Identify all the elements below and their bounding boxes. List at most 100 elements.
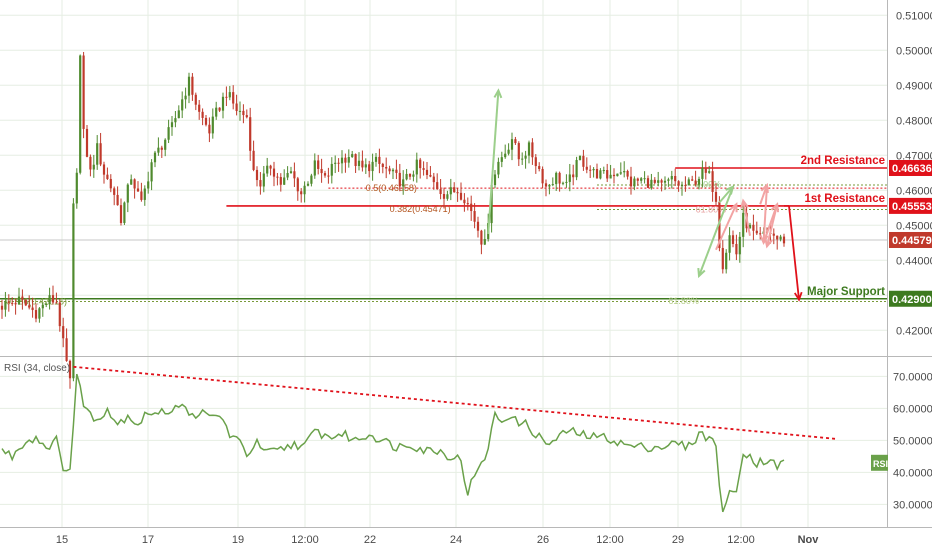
fib-label: 0.00% [696, 179, 722, 189]
candle-body [650, 179, 653, 188]
candle-body [262, 173, 265, 187]
candle-body [626, 171, 629, 177]
candle-body [381, 163, 384, 167]
fib-label: 0.382(0.45471) [390, 204, 451, 214]
rsi-tick-label: 40.0000 [893, 467, 932, 479]
candle-body [330, 163, 333, 176]
candle-body [150, 162, 153, 182]
candle-body [538, 166, 541, 169]
time-tick-label: 12:00 [727, 534, 755, 546]
candle-body [303, 185, 306, 195]
candle-body [313, 160, 316, 176]
candle-body [558, 172, 561, 184]
time-tick-label: 15 [56, 534, 68, 546]
candle-body [92, 164, 95, 170]
candle-body [531, 142, 534, 158]
candle-body [731, 235, 735, 244]
candle-body [102, 164, 106, 175]
candle-body [55, 302, 58, 304]
rsi-title: RSI (34, close) [4, 363, 70, 374]
candle-body [422, 168, 425, 170]
candle-body [782, 236, 786, 244]
current-price-tag: 0.44579 [892, 235, 932, 247]
candle-body [660, 180, 663, 183]
candle-body [24, 299, 27, 306]
candle-body [320, 168, 323, 174]
candle-body [555, 172, 558, 185]
candle-body [191, 76, 194, 95]
main-pane-background [0, 0, 887, 356]
candle-body [463, 199, 466, 204]
candle-body [31, 307, 34, 311]
candle-body [177, 110, 180, 119]
candle-body [48, 295, 51, 304]
candle-body [300, 191, 303, 195]
rsi-axis-ticks: 70.0000 60.0000 50.0000 40.0000 30.0000 [893, 371, 932, 511]
time-tick-label: 26 [537, 534, 549, 546]
candle-body [11, 302, 14, 304]
candle-body [714, 191, 718, 202]
major-support-price-tag-bg [889, 290, 932, 307]
price-tick-label: 0.47000 [896, 150, 932, 162]
candle-body [164, 139, 167, 150]
candle-body [218, 107, 221, 111]
candle-body [106, 174, 109, 179]
price-tick-label: 0.48000 [896, 115, 932, 127]
candle-body [34, 310, 38, 319]
candle-body [589, 169, 592, 171]
candle-body [266, 165, 269, 174]
fib-label: 0.786(0.42816) [6, 297, 67, 307]
candle-body [629, 176, 633, 187]
candle-body [524, 155, 527, 159]
time-tick-label: 12:00 [291, 534, 319, 546]
pink-projection-arrow-head [740, 198, 749, 209]
candle-body [286, 173, 289, 178]
green-projection-arrow [487, 90, 500, 235]
candle-body [738, 236, 741, 255]
candle-body [28, 305, 31, 308]
candle-body [548, 184, 551, 187]
candle-body [143, 188, 146, 200]
candle-body [259, 180, 262, 187]
candle-body [38, 308, 41, 319]
candle-body [14, 303, 17, 305]
time-tick-label: 22 [364, 534, 376, 546]
candle-body [249, 117, 252, 151]
time-tick-label: 17 [142, 534, 154, 546]
rsi-badge-bg [871, 454, 888, 471]
major-support-price-tag: 0.42900 [892, 294, 932, 306]
candle-body [667, 179, 670, 181]
candle-body [130, 179, 133, 185]
candle-body [735, 243, 738, 255]
candle-body [334, 162, 337, 164]
candle-body [228, 92, 231, 98]
candle-body [419, 159, 422, 169]
candle-body [72, 203, 75, 379]
candle-body [238, 110, 242, 112]
candle-body [612, 174, 616, 177]
candle-body [633, 178, 636, 187]
time-tick-label: 24 [450, 534, 462, 546]
candle-body [293, 171, 296, 179]
candle-body [684, 185, 687, 187]
price-tick-label: 0.42000 [896, 325, 932, 337]
candle-body [473, 211, 476, 222]
candle-body [728, 235, 731, 253]
candle-body [85, 128, 89, 157]
second-resistance-label: 2nd Resistance [801, 155, 885, 167]
candle-body [167, 127, 170, 140]
first-resistance-price-tag: 0.45553 [892, 201, 932, 213]
candle-body [599, 170, 602, 179]
candle-body [289, 171, 293, 174]
candle-body [670, 176, 673, 180]
candle-body [283, 177, 286, 185]
candle-body [371, 161, 374, 172]
candle-body [89, 156, 92, 170]
candle-body [585, 166, 588, 170]
candle-body [337, 162, 340, 164]
candle-body [208, 124, 211, 134]
rsi-trendline [73, 365, 836, 440]
second-resistance-price-tag-bg [889, 159, 932, 176]
candle-body [415, 159, 418, 175]
